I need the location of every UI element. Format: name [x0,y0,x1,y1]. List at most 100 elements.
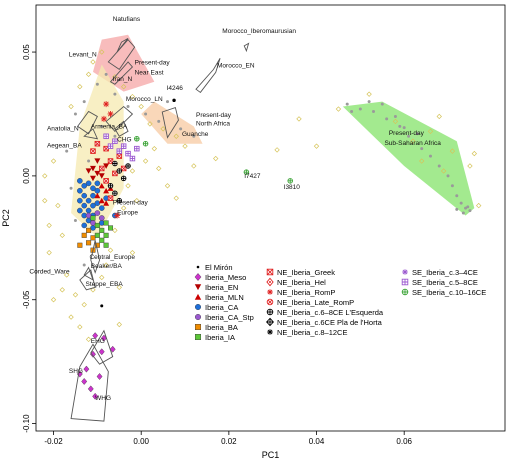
x-tick-label: 0.04 [309,437,325,446]
legend-marker [267,289,273,295]
ancient-sample-point [86,227,92,233]
marker-shape [266,318,274,326]
population-label: SHG [69,368,83,375]
marker-shape [77,197,83,204]
modern-sample-point [296,116,302,122]
marker-shape [172,98,176,103]
ancient-sample-point [90,148,96,154]
marker-shape [81,232,87,238]
population-hull [114,120,129,137]
ancient-sample-point [116,168,123,174]
legend-label: Iberia_IA [205,333,235,342]
ancient-sample-point [81,192,88,199]
modern-sample-point [55,202,61,209]
x-tick-label: 0.06 [396,437,412,446]
region-polygon [141,101,203,144]
modern-sample-point [476,202,482,209]
modern-sample-point [82,263,86,267]
population-label: Natufians [113,16,141,23]
legend-label: Iberia_EN [205,283,238,292]
hull-layer [70,38,250,422]
legend-item: Iberia_BA [194,323,238,332]
modern-sample-point [366,91,372,97]
legend-item: NE_Iberia_c.6–8CE L'Esquerda [266,308,384,317]
legend-item: NE_Iberia_Late_RomP [266,298,354,307]
ancient-sample-point [100,304,104,308]
ancient-sample-point [94,242,100,248]
legend-marker [402,269,408,275]
ancient-sample-point [103,145,109,152]
modern-sample-point [191,163,197,169]
marker-shape [402,279,408,285]
population-label: Present-day [196,112,232,119]
modern-sample-point [335,106,342,112]
ancient-sample-point [85,212,92,219]
x-tick-label: 0.02 [221,437,237,446]
modern-sample-point [165,100,169,104]
marker-shape [90,225,96,231]
marker-shape [107,110,114,117]
ancient-sample-point [134,145,140,152]
marker-shape [103,163,110,169]
marker-shape [402,269,408,275]
legend-marker [194,304,201,311]
marker-shape [194,284,202,291]
population-hull [83,128,99,140]
population-label: Central_Europe [89,254,135,261]
ancient-sample-point [112,190,118,196]
population-label: Morocco_Iberomaurusian [222,28,296,35]
modern-sample-point [73,218,77,222]
ancient-sample-point [86,240,92,246]
marker-shape [108,183,113,189]
modern-sample-point [427,128,434,135]
modern-sample-point [77,324,83,330]
modern-sample-point [464,206,468,210]
marker-shape [98,215,105,221]
ancient-sample-point [142,140,149,147]
ancient-sample-point [81,232,87,238]
marker-shape [266,268,274,276]
marker-shape [94,180,101,187]
ancient-sample-point [109,345,116,353]
marker-shape [94,158,101,164]
legend-item: SE_Iberia_c.5–8CE [401,278,478,287]
modern-sample-point [160,126,166,132]
population-label: Steppe_EBA [86,281,124,288]
x-axis-title: PC1 [262,450,280,460]
ancient-sample-point [94,210,101,216]
population-label: Present-day [389,130,425,137]
ancient-sample-point [103,232,109,238]
modern-sample-point [450,184,454,188]
legend-marker [196,265,200,269]
marker-shape [112,161,118,166]
marker-shape [112,138,118,144]
modern-sample-point [173,133,179,139]
modern-sample-point [358,107,362,111]
population-label: I3810 [284,184,301,191]
modern-sample-point [440,168,447,174]
ancient-sample-point [81,183,88,189]
population-hull [83,266,94,281]
marker-shape [77,187,83,194]
marker-shape [109,345,116,353]
marker-shape [112,190,118,196]
ancient-sample-point [125,150,131,157]
modern-sample-point [63,272,70,278]
population-hull [90,240,101,274]
modern-sample-point [72,292,79,298]
y-axis-title: PC2 [1,209,11,227]
ancient-sample-point [90,235,96,241]
legend-label: NE_Iberia_Hel [277,278,326,287]
modern-sample-point [129,168,136,174]
ancient-sample-point [94,187,101,194]
ancient-sample-point [100,115,107,122]
modern-sample-point [116,284,122,291]
marker-shape [96,373,103,380]
modern-sample-point [120,84,127,90]
marker-shape [77,178,83,184]
region-polygon [342,101,475,216]
modern-sample-point [393,114,397,118]
population-label: I7427 [244,173,261,180]
marker-shape [85,168,92,174]
population-label: WHG [95,395,111,402]
